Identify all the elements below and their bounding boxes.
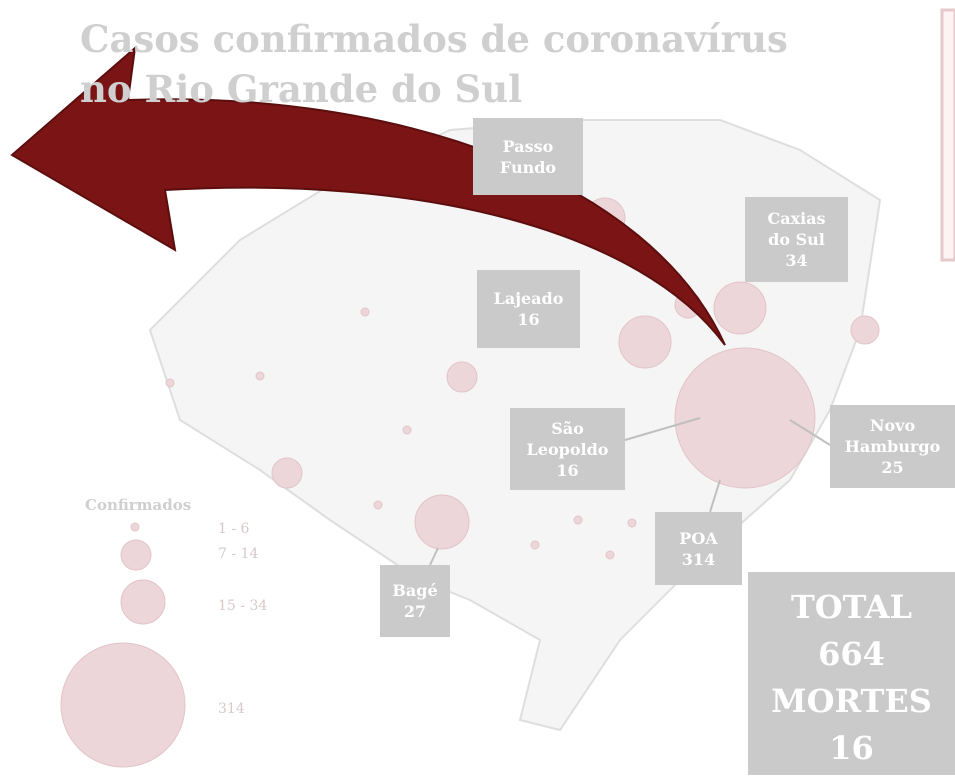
totals-box: TOTAL 664 MORTES 16 xyxy=(748,572,955,775)
city-label: São Leopoldo 16 xyxy=(510,408,625,490)
city-cases: 16 xyxy=(517,310,540,329)
deaths-label: MORTES xyxy=(771,682,932,720)
city-cases: 27 xyxy=(403,602,427,621)
leader-lines xyxy=(429,417,831,566)
city-label: POA 314 xyxy=(655,512,742,585)
city-name: Lajeado xyxy=(493,289,564,308)
city-label: Novo Hamburgo 25 xyxy=(830,405,955,488)
city-cases: 34 xyxy=(785,251,808,270)
city-label: Bagé 27 xyxy=(380,565,450,637)
city-cases: 314 xyxy=(681,549,716,569)
city-name: Passo Fundo xyxy=(499,136,557,177)
city-label: Lajeado 16 xyxy=(477,270,580,348)
title: Casos confirmados de coronavírus no Rio … xyxy=(80,17,788,111)
legend-label: 7 - 14 xyxy=(218,546,259,562)
city-label: Passo Fundo xyxy=(473,118,583,195)
legend-title: Confirmados xyxy=(85,496,192,514)
legend-label: 1 - 6 xyxy=(218,521,250,537)
city-cases: 25 xyxy=(881,458,904,477)
city-name: São Leopoldo xyxy=(526,418,609,459)
legend-label: 15 - 34 xyxy=(218,598,268,614)
city-label: Caxias do Sul 34 xyxy=(745,197,848,282)
city-name: Novo Hamburgo xyxy=(844,416,941,456)
total-label: TOTAL xyxy=(790,588,913,626)
total-value: 664 xyxy=(818,635,885,673)
arrow xyxy=(10,45,726,346)
legend-label: 314 xyxy=(218,701,245,717)
side-panel xyxy=(940,8,955,262)
city-name: Caxias do Sul xyxy=(767,209,826,249)
city-name: POA xyxy=(679,528,718,548)
city-name: Bagé xyxy=(392,581,438,600)
city-cases: 16 xyxy=(556,460,579,480)
deaths-value: 16 xyxy=(829,729,874,767)
